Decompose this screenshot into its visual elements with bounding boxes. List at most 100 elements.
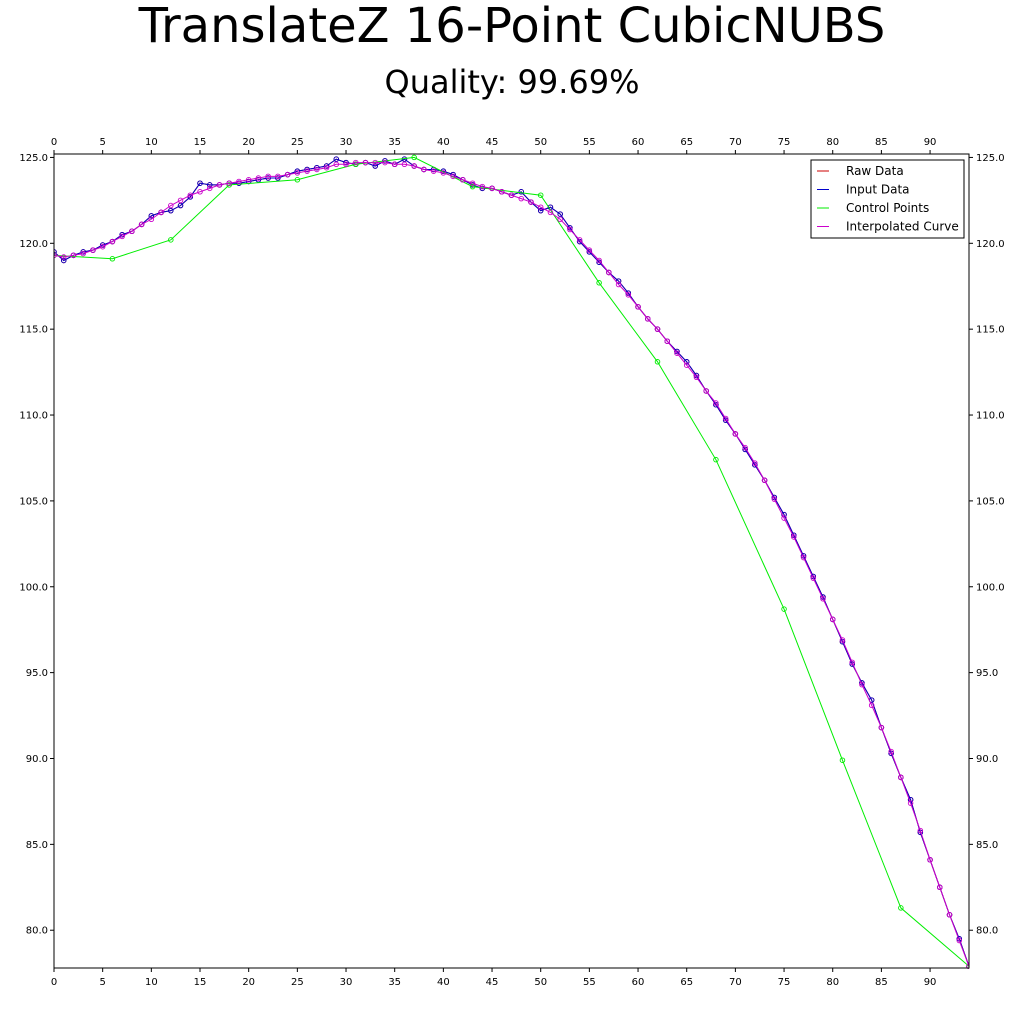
data-point	[450, 173, 456, 180]
data-point	[255, 177, 262, 183]
data-point	[722, 415, 729, 422]
data-point	[333, 161, 340, 168]
x-tick-label-bottom: 30	[340, 977, 353, 988]
data-point	[460, 177, 466, 183]
data-point	[168, 202, 174, 209]
data-point	[683, 362, 690, 368]
y-tick-label-right: 85.0	[976, 840, 998, 851]
data-point	[966, 963, 969, 970]
data-point	[469, 183, 476, 190]
data-point	[284, 171, 291, 178]
data-point	[693, 374, 700, 381]
data-point	[888, 748, 894, 755]
data-point	[898, 774, 904, 781]
data-point	[275, 175, 281, 181]
y-tick-label-left: 110.0	[19, 411, 48, 422]
data-point	[353, 159, 359, 166]
x-tick-label-bottom: 60	[632, 977, 645, 988]
data-point	[60, 254, 67, 260]
y-tick-label-left: 115.0	[19, 325, 48, 336]
data-point	[440, 170, 447, 176]
y-tick-label-right: 95.0	[976, 668, 998, 679]
x-tick-label-bottom: 20	[242, 977, 255, 988]
data-point	[343, 161, 349, 168]
series-interpolated-curve	[54, 159, 969, 970]
data-point	[820, 596, 826, 602]
series-layer	[54, 154, 969, 970]
x-tick-label-top: 75	[778, 137, 791, 148]
data-point	[596, 280, 602, 286]
data-point	[265, 175, 271, 181]
data-point	[197, 189, 203, 195]
data-point	[606, 269, 612, 276]
y-tick-label-right: 125.0	[976, 153, 1005, 164]
x-tick-label-top: 35	[388, 137, 401, 148]
x-tick-label-top: 55	[583, 137, 596, 148]
x-tick-label-bottom: 80	[826, 977, 839, 988]
x-tick-label-bottom: 25	[291, 977, 304, 988]
data-point	[469, 180, 476, 186]
data-point	[70, 252, 77, 259]
data-point	[343, 159, 349, 166]
series-line	[54, 158, 969, 967]
data-point	[518, 189, 524, 195]
data-point	[109, 256, 116, 262]
data-point	[508, 192, 515, 198]
x-tick-label-top: 20	[242, 137, 255, 148]
x-tick-label-bottom: 35	[388, 977, 401, 988]
data-point	[537, 207, 544, 214]
data-point	[236, 180, 242, 186]
legend-box	[810, 159, 965, 239]
x-tick-label-top: 65	[680, 137, 693, 148]
x-tick-label-top: 5	[99, 137, 105, 148]
data-point	[245, 177, 252, 183]
data-point	[129, 228, 135, 235]
data-point	[294, 168, 301, 174]
data-point	[956, 937, 963, 944]
legend-label: Input Data	[846, 183, 910, 197]
legend-label: Control Points	[846, 201, 929, 215]
data-point	[333, 156, 340, 162]
data-point	[615, 281, 622, 288]
data-point	[674, 350, 680, 356]
data-point	[791, 534, 797, 540]
data-point	[275, 173, 281, 180]
data-point	[372, 159, 378, 166]
x-tick-label-top: 85	[875, 137, 888, 148]
x-tick-label-top: 60	[632, 137, 645, 148]
x-tick-label-bottom: 85	[875, 977, 888, 988]
data-point	[236, 178, 242, 185]
data-point	[742, 444, 748, 451]
data-point	[362, 159, 369, 166]
data-point	[168, 207, 174, 214]
x-tick-label-bottom: 70	[729, 977, 742, 988]
data-point	[80, 250, 86, 257]
data-point	[576, 237, 583, 243]
y-tick-label-right: 110.0	[976, 411, 1005, 422]
y-tick-label-right: 105.0	[976, 496, 1005, 507]
x-tick-label-bottom: 0	[51, 977, 57, 988]
y-tick-label-left: 100.0	[19, 582, 48, 593]
data-point	[206, 185, 213, 192]
y-tick-label-right: 100.0	[976, 582, 1005, 593]
data-point	[479, 183, 486, 190]
data-point	[148, 216, 155, 223]
data-point	[596, 257, 602, 264]
x-tick-label-bottom: 75	[778, 977, 791, 988]
data-point	[839, 757, 846, 763]
data-point	[80, 249, 86, 255]
x-tick-label-bottom: 10	[145, 977, 158, 988]
data-point	[187, 192, 194, 198]
data-point	[255, 175, 262, 181]
data-point	[216, 182, 223, 188]
x-tick-label-top: 80	[826, 137, 839, 148]
data-point	[752, 460, 758, 466]
data-point	[323, 164, 330, 171]
x-tick-label-top: 45	[486, 137, 499, 148]
x-tick-label-top: 10	[145, 137, 158, 148]
x-tick-label-top: 15	[194, 137, 207, 148]
data-point	[557, 216, 563, 223]
x-tick-label-top: 70	[729, 137, 742, 148]
x-tick-label-top: 30	[340, 137, 353, 148]
